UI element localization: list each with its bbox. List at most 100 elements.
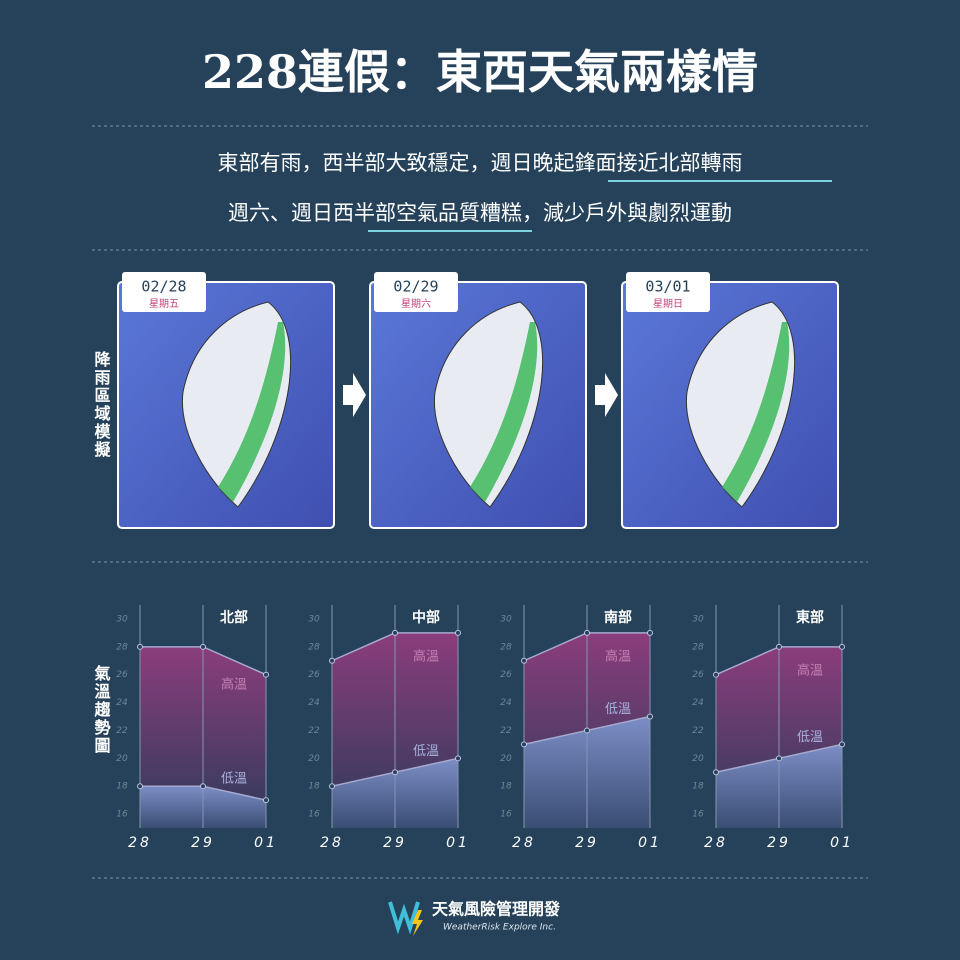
x-tick-label: 28 <box>704 835 728 851</box>
x-tick-label: 29 <box>383 835 407 851</box>
y-tick-label: 18 <box>308 782 320 792</box>
y-tick-label: 22 <box>692 726 704 736</box>
point <box>329 657 335 664</box>
chart-title: 東部 <box>796 609 824 626</box>
title: 228連假：東西天氣兩樣情 <box>202 45 758 99</box>
y-tick-label: 20 <box>500 754 512 764</box>
y-tick-label: 26 <box>500 670 512 680</box>
point <box>263 671 269 678</box>
arrow <box>343 373 366 417</box>
y-tick-label: 30 <box>308 614 320 624</box>
y-tick-label: 16 <box>116 810 128 820</box>
chart-title: 南部 <box>604 609 632 626</box>
series-label: 低溫 <box>797 730 823 745</box>
y-tick-label: 28 <box>308 642 320 652</box>
point <box>329 783 335 790</box>
island <box>433 301 544 508</box>
point <box>455 629 461 636</box>
y-tick-label: 18 <box>500 782 512 792</box>
date-tag <box>374 272 458 312</box>
y-tick-label: 16 <box>500 810 512 820</box>
map-date: 03/01 <box>645 278 690 296</box>
y-tick-label: 18 <box>116 782 128 792</box>
x-tick-label: 29 <box>767 835 791 851</box>
y-tick-label: 26 <box>116 670 128 680</box>
subtitle-line: 週六、週日西半部空氣品質糟糕，減少戶外與劇烈運動 <box>228 201 732 225</box>
series-label: 低溫 <box>413 744 439 759</box>
x-tick-label: 01 <box>638 835 662 851</box>
point <box>392 769 398 776</box>
rain-band <box>722 322 790 502</box>
x-tick-label: 28 <box>320 835 344 851</box>
y-tick-label: 26 <box>692 670 704 680</box>
point <box>263 797 269 804</box>
y-tick-label: 20 <box>116 754 128 764</box>
x-tick-label: 01 <box>254 835 278 851</box>
map-date: 02/28 <box>141 278 186 296</box>
x-tick-label: 28 <box>512 835 536 851</box>
chart-title: 中部 <box>412 609 440 626</box>
point <box>455 755 461 762</box>
x-tick-label: 01 <box>830 835 854 851</box>
y-tick-label: 18 <box>692 782 704 792</box>
series-label: 低溫 <box>221 772 247 787</box>
series-label: 高溫 <box>797 662 823 678</box>
y-tick-label: 28 <box>116 642 128 652</box>
subtitle-line: 東部有雨，西半部大致穩定，週日晚起鋒面接近北部轉雨 <box>218 151 743 175</box>
point <box>521 657 527 664</box>
point <box>713 671 719 678</box>
point <box>200 643 206 650</box>
map-weekday: 星期日 <box>653 298 683 310</box>
x-tick-label: 28 <box>128 835 152 851</box>
point <box>776 755 782 762</box>
section-label: 氣溫趨勢圖 <box>92 664 112 755</box>
y-tick-label: 22 <box>308 726 320 736</box>
rain-band <box>470 322 538 502</box>
date-tag <box>626 272 710 312</box>
y-tick-label: 28 <box>692 642 704 652</box>
series-label: 高溫 <box>413 648 439 664</box>
y-tick-label: 24 <box>308 698 320 708</box>
point <box>839 643 845 650</box>
arrow <box>595 373 618 417</box>
y-tick-label: 20 <box>308 754 320 764</box>
chart-title: 北部 <box>220 609 248 626</box>
series-label: 高溫 <box>605 648 631 664</box>
map-weekday: 星期五 <box>149 298 179 310</box>
logo <box>388 901 420 935</box>
y-tick-label: 20 <box>692 754 704 764</box>
y-tick-label: 16 <box>308 810 320 820</box>
point <box>647 629 653 636</box>
y-tick-label: 22 <box>116 726 128 736</box>
map-date: 02/29 <box>393 278 438 296</box>
point <box>713 769 719 776</box>
y-tick-label: 26 <box>308 670 320 680</box>
point <box>776 643 782 650</box>
date-tag <box>122 272 206 312</box>
section-label: 降雨區域模擬 <box>92 350 111 459</box>
x-tick-label: 01 <box>446 835 470 851</box>
y-tick-label: 24 <box>692 698 704 708</box>
series-label: 高溫 <box>221 676 247 692</box>
point <box>521 741 527 748</box>
brand-en: WeatherRisk Explore Inc. <box>443 923 556 933</box>
y-tick-label: 16 <box>692 810 704 820</box>
point <box>137 783 143 790</box>
x-tick-label: 29 <box>575 835 599 851</box>
x-tick-label: 29 <box>191 835 215 851</box>
point <box>584 629 590 636</box>
point <box>584 727 590 734</box>
island <box>181 301 292 508</box>
y-tick-label: 30 <box>692 614 704 624</box>
logo-bolt <box>412 910 423 936</box>
y-tick-label: 24 <box>116 698 128 708</box>
rain-band <box>218 322 286 502</box>
y-tick-label: 24 <box>500 698 512 708</box>
series-label: 低溫 <box>605 702 631 717</box>
y-tick-label: 22 <box>500 726 512 736</box>
point <box>137 643 143 650</box>
point <box>647 713 653 720</box>
map-weekday: 星期六 <box>401 298 431 310</box>
y-tick-label: 30 <box>116 614 128 624</box>
